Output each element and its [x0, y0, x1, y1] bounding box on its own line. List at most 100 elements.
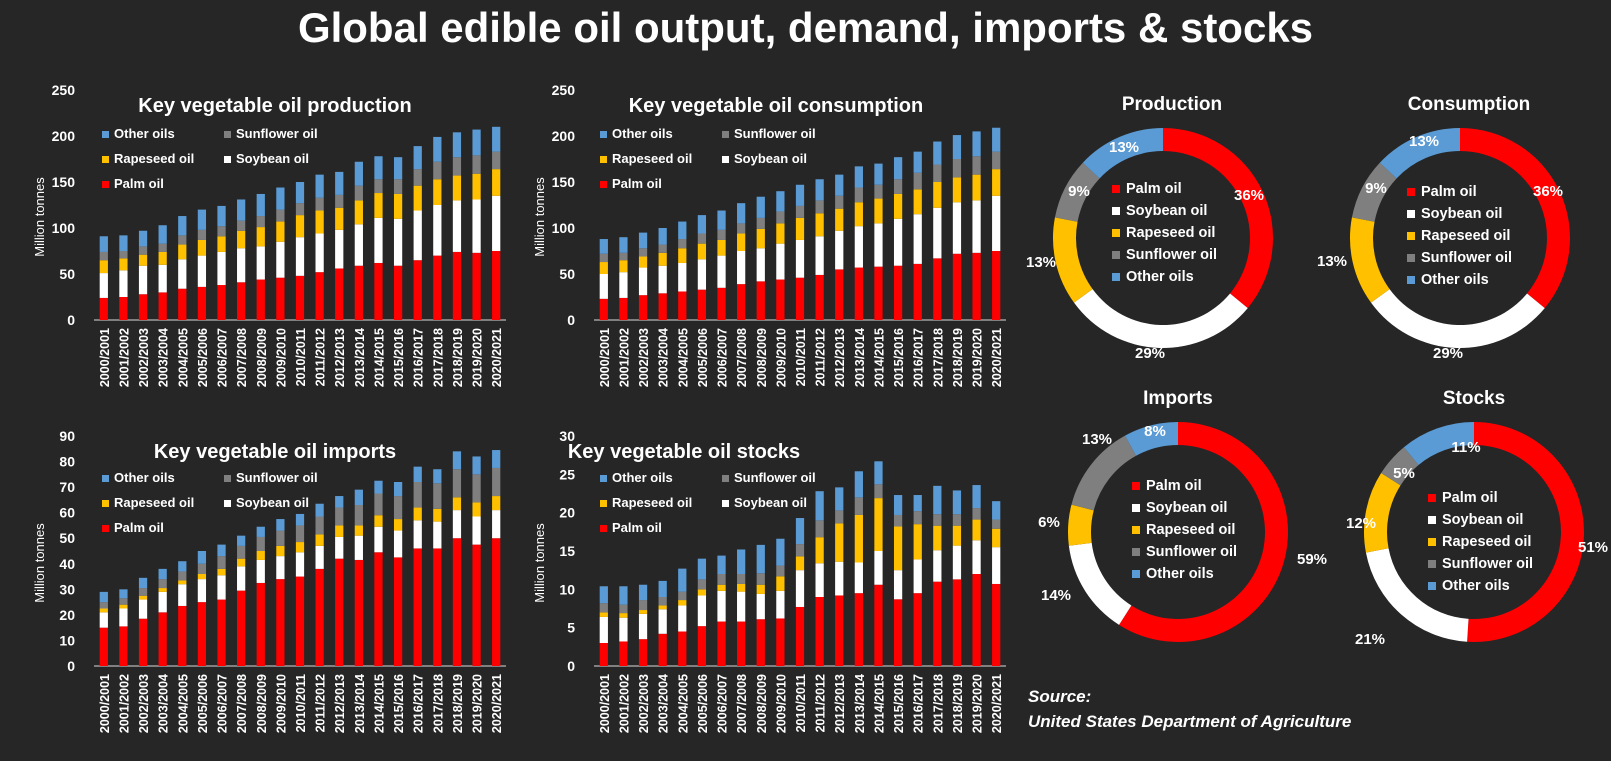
bar-palm-oil: [992, 251, 1001, 320]
bar-sunflower-oil: [933, 514, 942, 526]
bar-soybean-oil: [835, 230, 844, 270]
bar-palm-oil: [815, 597, 824, 666]
bar-soybean-oil: [933, 550, 942, 582]
bar-palm-oil: [913, 263, 922, 320]
y-tick-label: 0: [67, 658, 75, 674]
bar-soybean-oil: [913, 214, 922, 264]
donut-slice-palm-oil: [1119, 422, 1288, 643]
bar-soybean-oil: [756, 593, 765, 620]
bar-other-oils: [256, 526, 265, 537]
bar-rapeseed-oil: [452, 497, 462, 511]
donut-slice-soybean-oil: [1074, 289, 1248, 349]
legend-swatch-sunflower-oil: [1407, 254, 1415, 262]
bar-soybean-oil: [295, 237, 305, 276]
bar-palm-oil: [874, 584, 883, 666]
bar-sunflower-oil: [599, 253, 608, 263]
x-tick-label: 2020/2021: [990, 674, 1004, 733]
legend-swatch-palm-oil: [1428, 494, 1436, 502]
bar-sunflower-oil: [737, 223, 746, 234]
y-tick-label: 60: [59, 505, 75, 521]
bar-palm-oil: [795, 277, 805, 320]
bar-other-oils: [835, 174, 844, 196]
bar-sunflower-oil: [99, 251, 108, 261]
bar-palm-oil: [335, 268, 344, 320]
x-tick-label: 2015/2016: [892, 328, 906, 387]
legend-label: Other oils: [1126, 269, 1194, 285]
x-tick-label: 2017/2018: [431, 328, 445, 387]
y-tick-label: 100: [52, 220, 76, 236]
bar-rapeseed-oil: [374, 193, 383, 218]
y-tick-label: 10: [59, 632, 75, 648]
bar-palm-oil: [756, 619, 765, 666]
x-tick-label: 2006/2007: [716, 674, 730, 733]
bar-palm-oil: [737, 621, 746, 666]
slice-value-label: 36%: [1533, 183, 1563, 200]
bar-sunflower-oil: [178, 235, 187, 245]
y-tick-label: 70: [59, 479, 75, 495]
bar-soybean-oil: [854, 226, 863, 268]
bar-soybean-oil: [374, 526, 383, 553]
bar-other-oils: [374, 480, 383, 494]
bar-soybean-oil: [158, 264, 167, 293]
bar-other-oils: [972, 485, 981, 509]
legend-label: Sunflower oil: [1126, 247, 1217, 263]
bar-soybean-oil: [776, 590, 785, 619]
bar-soybean-oil: [893, 218, 903, 266]
bar-rapeseed-oil: [717, 239, 726, 256]
bar-sunflower-oil: [913, 172, 922, 190]
bar-rapeseed-oil: [795, 217, 805, 240]
y-tick-label: 100: [552, 220, 576, 236]
bar-rapeseed-oil: [737, 583, 746, 592]
donut-slice-soybean-oil: [1371, 289, 1545, 348]
bar-other-oils: [354, 489, 363, 505]
bar-other-oils: [756, 544, 765, 574]
x-tick-label: 2009/2010: [774, 674, 788, 733]
legend-swatch-other-oils: [102, 475, 109, 482]
bar-sunflower-oil: [658, 597, 667, 606]
bar-soybean-oil: [697, 595, 707, 627]
legend-swatch-soybean-oil: [224, 500, 231, 507]
bar-other-oils: [972, 131, 981, 157]
bar-other-oils: [472, 456, 481, 475]
legend-swatch-palm-oil: [600, 181, 607, 188]
bar-palm-oil: [178, 288, 187, 320]
chart-title: Key vegetable oil imports: [154, 441, 396, 463]
bar-soybean-oil: [237, 566, 246, 591]
bar-other-oils: [237, 199, 246, 221]
bar-palm-oil: [492, 251, 501, 320]
legend-label: Palm oil: [1126, 181, 1182, 197]
bar-palm-oil: [795, 606, 805, 666]
bar-other-oils: [619, 237, 628, 253]
bar-palm-oil: [217, 599, 226, 666]
bar-sunflower-oil: [472, 474, 481, 503]
donut-title: Consumption: [1408, 94, 1530, 115]
slice-value-label: 29%: [1135, 345, 1165, 362]
bar-palm-oil: [433, 548, 442, 666]
bar-palm-oil: [433, 255, 442, 320]
legend-swatch-sunflower-oil: [722, 131, 729, 138]
bar-rapeseed-oil: [933, 182, 942, 208]
y-axis-label: Million tonnes: [32, 523, 47, 603]
legend-swatch-rapeseed-oil: [600, 156, 607, 163]
bar-sunflower-oil: [658, 244, 667, 253]
slice-value-label: 5%: [1393, 465, 1415, 482]
bar-palm-oil: [599, 298, 608, 320]
bar-sunflower-oil: [138, 246, 148, 255]
legend-swatch-rapeseed-oil: [1112, 229, 1120, 237]
bar-palm-oil: [237, 590, 246, 666]
bar-soybean-oil: [197, 255, 207, 287]
bar-soybean-oil: [815, 236, 824, 275]
bar-rapeseed-oil: [697, 243, 707, 260]
x-tick-label: 2010/2011: [794, 328, 808, 386]
bar-rapeseed-oil: [413, 507, 422, 521]
bar-other-oils: [854, 471, 863, 498]
bar-other-oils: [854, 166, 863, 188]
bar-sunflower-oil: [913, 511, 922, 525]
bar-other-oils: [874, 461, 883, 485]
bar-rapeseed-oil: [678, 600, 687, 606]
bar-chart-0: 0 50 100 150 200 250 Million tonnes 2000/2001 20…: [32, 82, 506, 387]
bar-soybean-oil: [697, 259, 707, 290]
bar-rapeseed-oil: [178, 580, 187, 585]
legend-label: Palm oil: [114, 520, 164, 535]
bar-palm-oil: [854, 593, 863, 666]
